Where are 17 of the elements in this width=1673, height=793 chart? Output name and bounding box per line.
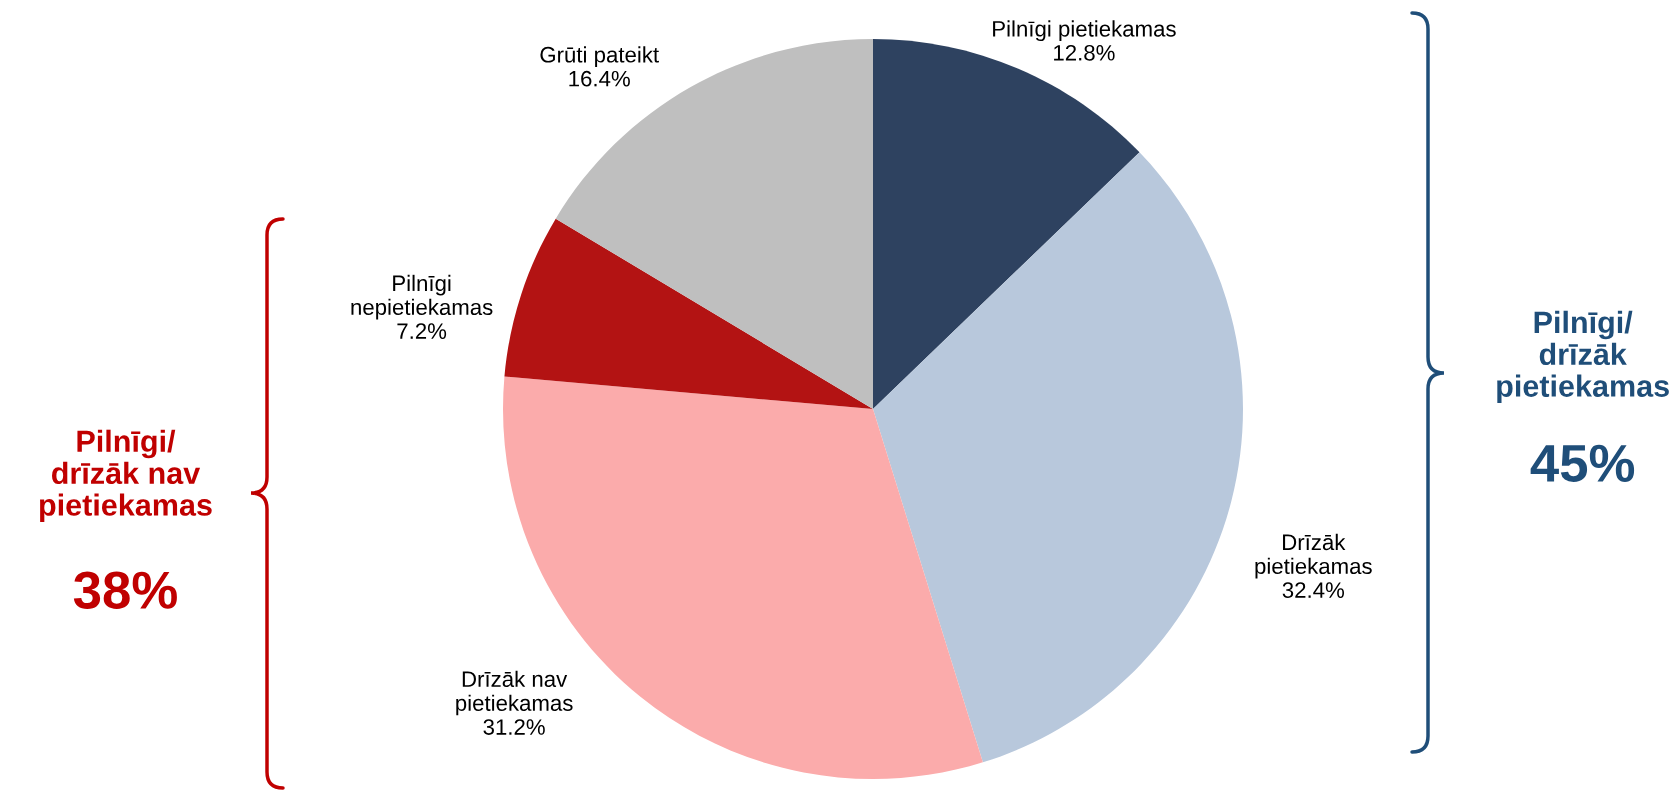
text: Pilnīgi/ drīzāk nav pietiekamas bbox=[40, 429, 212, 522]
slice-label: Grūti pateikt bbox=[540, 46, 659, 67]
data-label: 31.2% bbox=[483, 719, 545, 735]
slice-label: Drīzāk pietiekamas bbox=[1255, 533, 1372, 579]
pie-slice bbox=[504, 218, 873, 409]
data-label: 32.4% bbox=[1282, 582, 1345, 598]
slice-label: Pilnīgi nepietiekamas bbox=[351, 274, 493, 320]
data-label: 7.2% bbox=[397, 323, 447, 339]
text: 38% bbox=[73, 571, 177, 609]
data-label: 16.4% bbox=[569, 70, 630, 87]
slice-label: Pilnīgi pietiekamas bbox=[993, 20, 1176, 42]
pie-slice bbox=[873, 152, 1243, 763]
text: 45% bbox=[1530, 444, 1635, 483]
text: Pilnīgi/ drīzāk pietiekamas bbox=[1497, 310, 1669, 403]
slice-label: Drīzāk nav pietiekamas bbox=[456, 670, 573, 716]
pie-slice bbox=[873, 39, 1140, 409]
data-label: 12.8% bbox=[1054, 44, 1115, 61]
